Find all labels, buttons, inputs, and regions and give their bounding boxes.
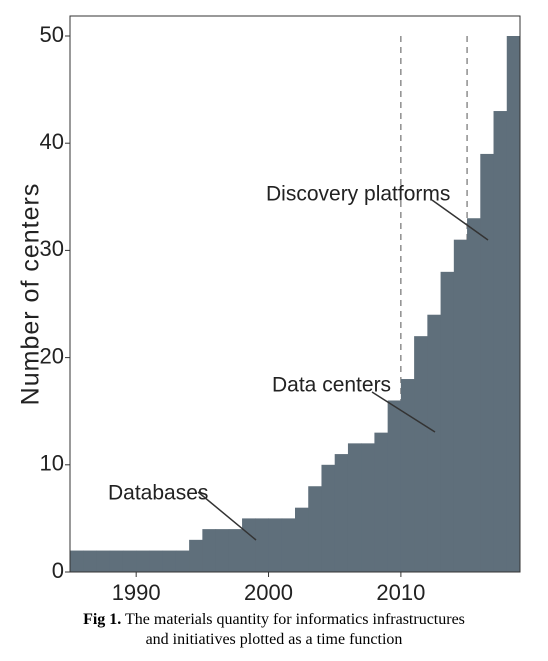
step-bar [493, 111, 508, 572]
step-bar [149, 550, 164, 572]
step-bar [321, 464, 336, 572]
step-bar [215, 529, 230, 572]
y-tick-label: 20 [40, 343, 64, 368]
step-bar [467, 218, 481, 573]
x-tick-label: 2000 [244, 580, 293, 605]
y-tick-label: 10 [40, 451, 64, 476]
step-bar [308, 486, 322, 572]
x-tick-label: 1990 [112, 580, 161, 605]
step-bar [347, 443, 362, 572]
step-bar [162, 550, 177, 572]
step-bar [400, 379, 415, 572]
step-bar [96, 550, 111, 572]
y-tick-label: 40 [40, 129, 64, 154]
step-bar [480, 153, 495, 573]
annotation: Discovery platforms [266, 183, 450, 206]
step-bar [228, 529, 243, 572]
step-bar [427, 314, 442, 572]
step-bar [70, 550, 84, 572]
annotation: Data centers [272, 374, 391, 397]
step-bar [136, 550, 150, 572]
step-bar [242, 518, 256, 572]
x-tick-label: 2010 [376, 580, 425, 605]
step-bar [440, 271, 455, 572]
step-bar [109, 550, 124, 572]
caption-line: Fig 1. The materials quantity for inform… [0, 610, 548, 630]
step-bar [268, 518, 283, 572]
step-bar [387, 400, 402, 572]
caption-line: and initiatives plotted as a time functi… [145, 631, 403, 648]
step-bar [175, 550, 190, 572]
step-bar [281, 518, 296, 572]
annotation-leader [431, 199, 489, 241]
annotation: Databases [108, 482, 208, 505]
y-tick-label: 50 [40, 22, 64, 47]
step-bar [506, 36, 521, 572]
step-bar [189, 539, 203, 572]
y-tick-label: 30 [40, 236, 64, 261]
caption: Fig 1. The materials quantity for inform… [0, 610, 548, 650]
chart: Number of centers 0 10 20 30 40 50 1990 2000 201… [17, 15, 521, 605]
step-bar [374, 432, 389, 572]
step-bar [83, 550, 97, 572]
caption-label: Fig 1. [83, 611, 122, 628]
caption-text: The materials quantity for informatics i… [125, 611, 465, 628]
step-bar [361, 443, 375, 572]
step-bar [255, 518, 270, 572]
step-bar [453, 239, 468, 572]
step-bar [414, 336, 428, 572]
step-bar [202, 529, 217, 572]
step-bar [295, 507, 309, 572]
step-bar [122, 550, 137, 572]
y-tick-label: 0 [52, 558, 64, 583]
annotation-leader [197, 491, 257, 541]
plot-frame [69, 15, 521, 573]
annotation-leader [371, 391, 436, 433]
y-axis-label: Number of centers [17, 183, 45, 406]
step-bar [334, 454, 349, 572]
